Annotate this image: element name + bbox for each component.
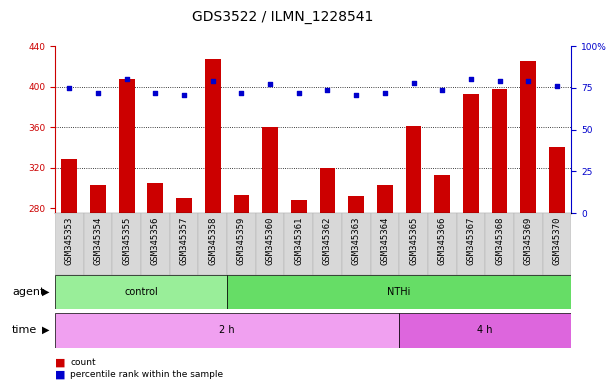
Text: ■: ■ <box>55 358 69 368</box>
FancyBboxPatch shape <box>342 213 370 275</box>
Text: GSM345370: GSM345370 <box>552 216 562 265</box>
Text: GSM345367: GSM345367 <box>466 216 475 265</box>
Text: GSM345354: GSM345354 <box>93 216 103 265</box>
Text: percentile rank within the sample: percentile rank within the sample <box>70 370 224 379</box>
FancyBboxPatch shape <box>170 213 199 275</box>
Bar <box>549 147 565 213</box>
Text: GSM345363: GSM345363 <box>352 216 360 265</box>
Text: GSM345353: GSM345353 <box>65 216 74 265</box>
Point <box>380 90 390 96</box>
Text: GSM345360: GSM345360 <box>266 216 274 265</box>
FancyBboxPatch shape <box>543 213 571 275</box>
Point <box>466 76 476 83</box>
Text: GSM345359: GSM345359 <box>237 216 246 265</box>
FancyBboxPatch shape <box>456 213 485 275</box>
FancyBboxPatch shape <box>514 213 543 275</box>
Point <box>265 81 275 88</box>
Point <box>122 76 131 83</box>
Bar <box>205 59 221 213</box>
Text: GSM345365: GSM345365 <box>409 216 418 265</box>
Text: time: time <box>12 325 37 335</box>
Bar <box>406 126 422 213</box>
Text: GSM345368: GSM345368 <box>495 216 504 265</box>
FancyBboxPatch shape <box>227 275 571 309</box>
Text: agent: agent <box>12 287 45 297</box>
Text: GSM345356: GSM345356 <box>151 216 160 265</box>
Text: count: count <box>70 358 96 367</box>
Bar <box>90 185 106 213</box>
Point <box>552 83 562 89</box>
Text: GSM345362: GSM345362 <box>323 216 332 265</box>
Text: GSM345357: GSM345357 <box>180 216 189 265</box>
Bar <box>119 79 134 213</box>
Text: ■: ■ <box>55 369 69 379</box>
Bar <box>176 198 192 213</box>
Point <box>93 90 103 96</box>
FancyBboxPatch shape <box>370 213 399 275</box>
FancyBboxPatch shape <box>227 213 256 275</box>
Text: 2 h: 2 h <box>219 325 235 335</box>
Bar <box>434 175 450 213</box>
Text: GDS3522 / ILMN_1228541: GDS3522 / ILMN_1228541 <box>192 10 373 24</box>
Point <box>323 86 332 93</box>
Point <box>495 78 505 84</box>
FancyBboxPatch shape <box>399 313 571 348</box>
Bar <box>320 167 335 213</box>
Bar <box>463 94 479 213</box>
FancyBboxPatch shape <box>141 213 170 275</box>
Bar <box>147 183 163 213</box>
FancyBboxPatch shape <box>485 213 514 275</box>
Point <box>208 78 218 84</box>
Bar <box>262 127 278 213</box>
FancyBboxPatch shape <box>55 313 399 348</box>
Point <box>351 91 361 98</box>
Text: control: control <box>124 287 158 297</box>
Point <box>437 86 447 93</box>
FancyBboxPatch shape <box>55 275 227 309</box>
Point <box>524 78 533 84</box>
FancyBboxPatch shape <box>112 213 141 275</box>
Point <box>64 85 74 91</box>
Point <box>236 90 246 96</box>
FancyBboxPatch shape <box>84 213 112 275</box>
Bar <box>62 159 77 213</box>
Point <box>409 80 419 86</box>
FancyBboxPatch shape <box>256 213 285 275</box>
Text: GSM345355: GSM345355 <box>122 216 131 265</box>
FancyBboxPatch shape <box>428 213 456 275</box>
Point <box>294 90 304 96</box>
FancyBboxPatch shape <box>285 213 313 275</box>
Bar <box>348 196 364 213</box>
FancyBboxPatch shape <box>199 213 227 275</box>
Bar <box>291 200 307 213</box>
Point <box>150 90 160 96</box>
Bar <box>233 195 249 213</box>
FancyBboxPatch shape <box>313 213 342 275</box>
Text: GSM345358: GSM345358 <box>208 216 218 265</box>
Text: GSM345369: GSM345369 <box>524 216 533 265</box>
Point <box>179 91 189 98</box>
Bar <box>377 185 393 213</box>
FancyBboxPatch shape <box>399 213 428 275</box>
Bar <box>492 89 508 213</box>
Text: GSM345364: GSM345364 <box>380 216 389 265</box>
Text: ▶: ▶ <box>42 325 49 335</box>
FancyBboxPatch shape <box>55 213 84 275</box>
Text: GSM345361: GSM345361 <box>295 216 303 265</box>
Text: GSM345366: GSM345366 <box>437 216 447 265</box>
Text: NTHi: NTHi <box>387 287 411 297</box>
Text: ▶: ▶ <box>42 287 49 297</box>
Bar <box>521 61 536 213</box>
Text: 4 h: 4 h <box>477 325 493 335</box>
